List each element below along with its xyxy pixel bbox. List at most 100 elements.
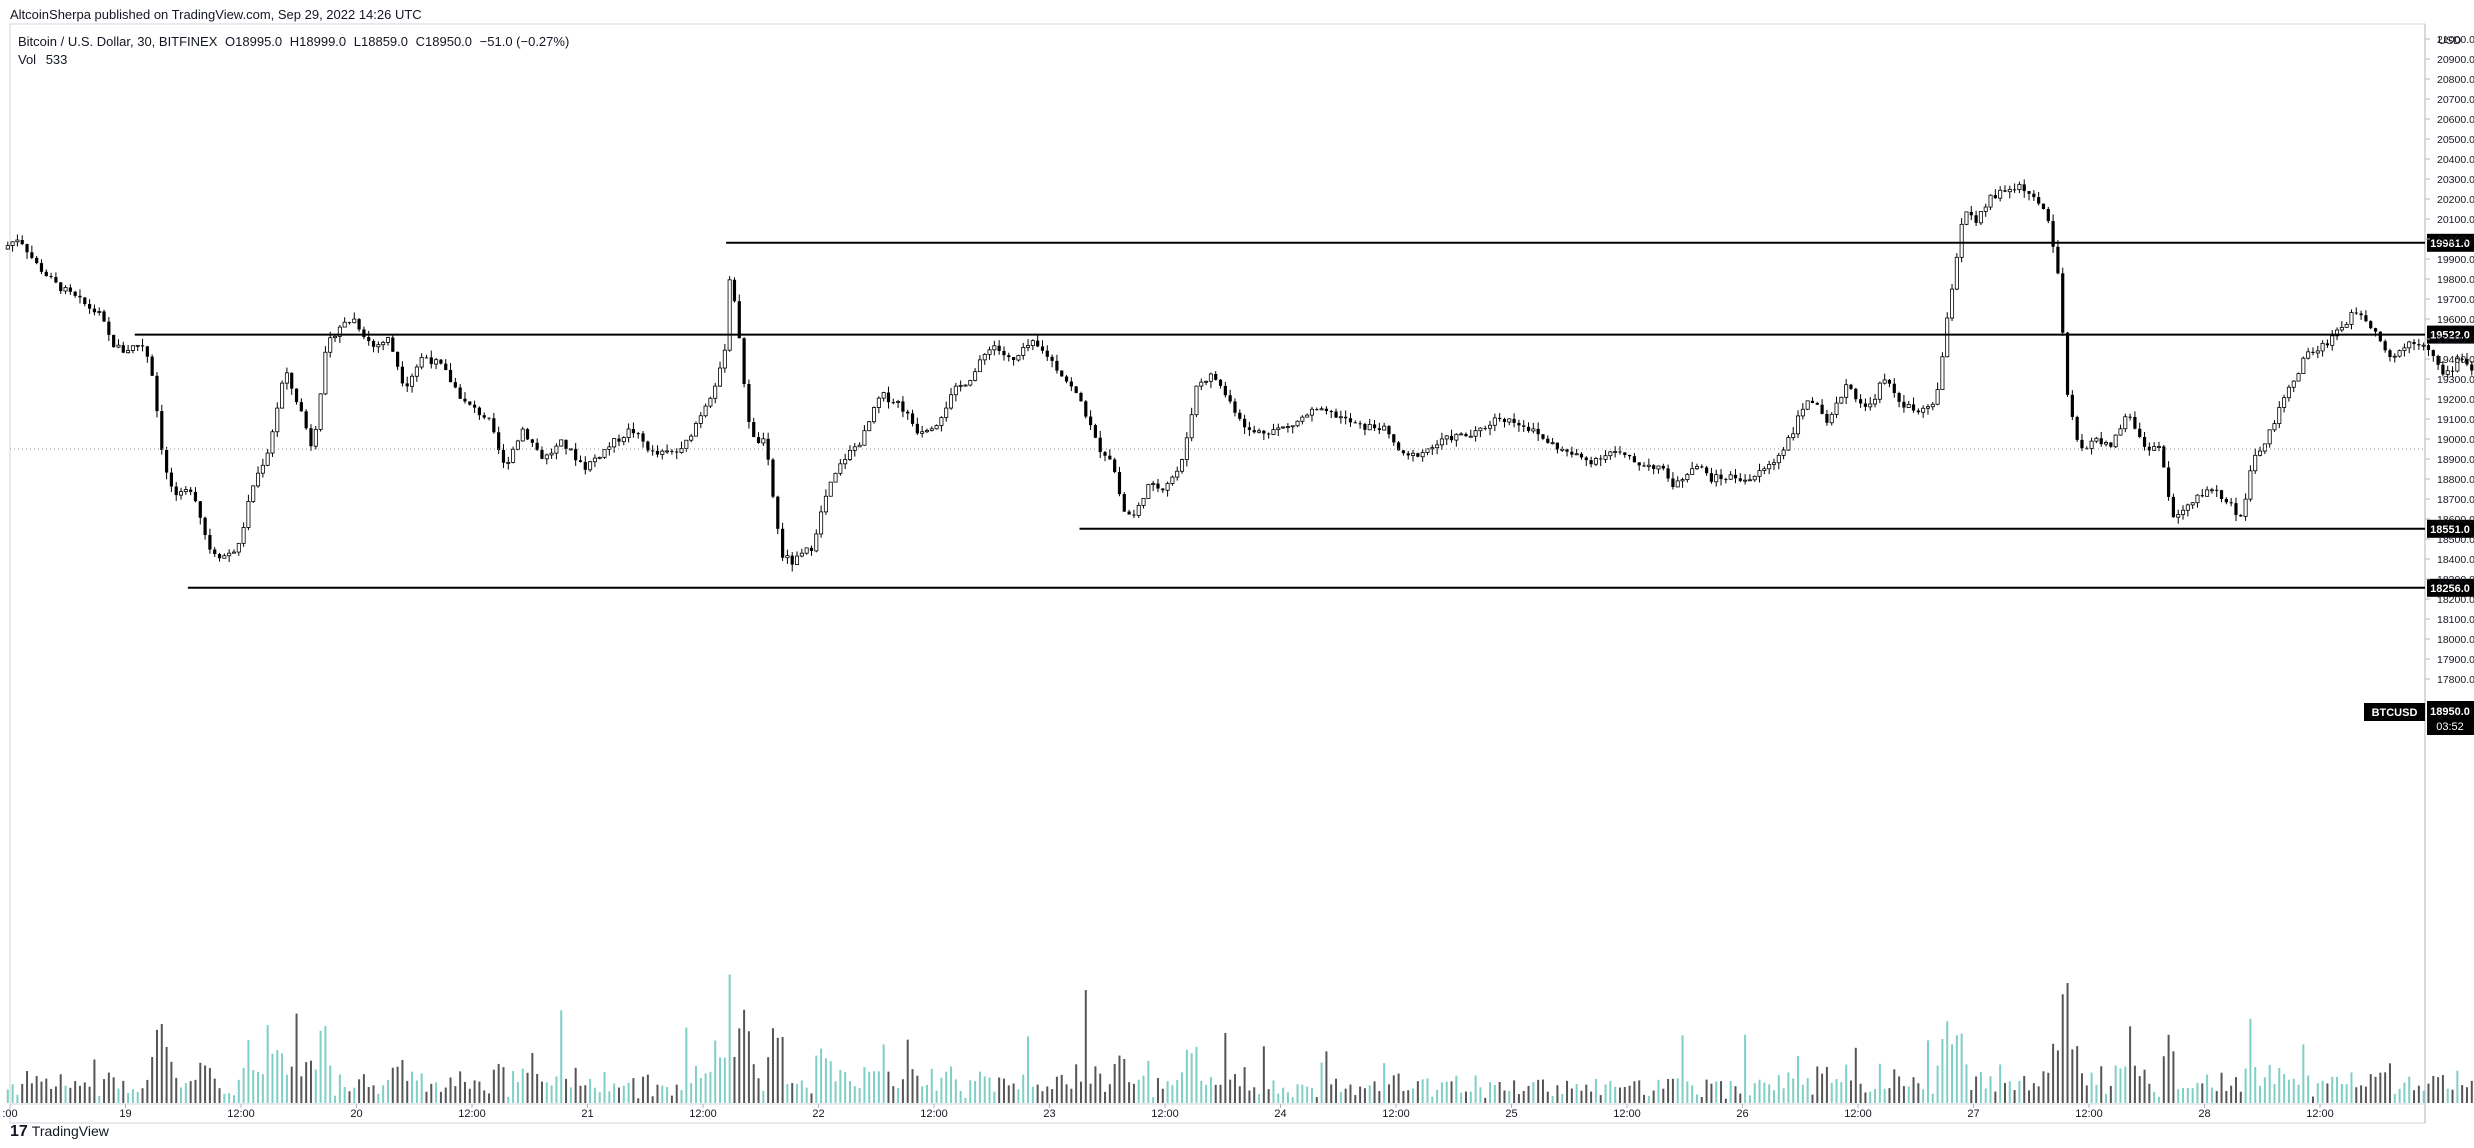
- candle-body-up: [328, 337, 333, 353]
- candle-body-up: [284, 372, 289, 384]
- candle-body-down: [371, 341, 376, 347]
- candle-body-down: [1392, 434, 1396, 443]
- volume-bar: [2028, 1090, 2031, 1103]
- symbol-legend[interactable]: Bitcoin / U.S. Dollar, 30, BITFINEX O189…: [18, 34, 569, 49]
- candle-body-down: [1223, 385, 1227, 396]
- candle-body-up: [1685, 474, 1690, 481]
- volume-bar: [261, 1074, 264, 1103]
- volume-bar: [2244, 1068, 2247, 1103]
- volume-bar: [1166, 1081, 1169, 1103]
- time-axis-tick-label: 26: [1736, 1108, 1748, 1120]
- volume-bar: [473, 1080, 476, 1103]
- price-tag-countdown: 03:52: [2436, 721, 2464, 733]
- volume-legend[interactable]: Vol 533: [18, 52, 67, 67]
- volume-bar: [64, 1085, 67, 1103]
- candle-body-down: [1623, 452, 1627, 455]
- volume-bar: [2042, 1071, 2045, 1103]
- candle-body-down: [1372, 424, 1377, 429]
- volume-bar: [1368, 1085, 1371, 1103]
- volume-bar: [2105, 1093, 2108, 1103]
- candle-body-down: [1353, 422, 1357, 424]
- volume-bar: [175, 1077, 178, 1103]
- candle-body-up: [1194, 385, 1199, 416]
- volume-bar: [2234, 1077, 2237, 1103]
- price-axis[interactable]: USD 17800.017900.018000.018100.018200.01…: [2425, 34, 2474, 686]
- volume-bar: [868, 1071, 871, 1103]
- candle-body-down: [487, 417, 491, 419]
- volume-bar: [1359, 1086, 1362, 1103]
- volume-bar: [1046, 1086, 1049, 1103]
- volume-bar: [204, 1065, 207, 1103]
- candle-body-up: [270, 431, 275, 454]
- volume-bar: [680, 1090, 683, 1103]
- volume-bar: [617, 1087, 620, 1103]
- volume-bars: [6, 974, 2473, 1103]
- candle-body-up: [1281, 426, 1286, 429]
- volume-bar: [1633, 1081, 1636, 1103]
- candle-body-down: [1358, 423, 1362, 425]
- volume-bar: [276, 1050, 279, 1103]
- candle-body-up: [2089, 440, 2094, 449]
- candle-body-up: [1026, 345, 1031, 348]
- volume-bar: [2374, 1076, 2377, 1103]
- candle-body-up: [939, 417, 944, 426]
- volume-bar: [98, 1095, 101, 1103]
- candle-body-down: [458, 387, 462, 399]
- candle-body-up: [1439, 438, 1444, 446]
- price-axis-tick-label: 18200.0: [2437, 594, 2474, 606]
- volume-bar: [1224, 1032, 1227, 1103]
- volume-bar: [1811, 1094, 1814, 1103]
- candle-body-down: [501, 449, 506, 463]
- candle-body-up: [126, 350, 131, 354]
- candle-body-down: [1849, 384, 1853, 389]
- volume-bar: [83, 1082, 86, 1103]
- volume-bar: [1469, 1091, 1472, 1103]
- volume-bar: [613, 1083, 616, 1103]
- candle-body-down: [164, 449, 169, 473]
- volume-bar: [1412, 1088, 1415, 1103]
- candle-body-down: [1233, 401, 1237, 413]
- volume-bar: [290, 1066, 293, 1103]
- candle-body-down: [1401, 450, 1406, 454]
- candle-body-up: [1747, 479, 1752, 482]
- volume-bar: [1513, 1080, 1516, 1103]
- candle-body-down: [169, 472, 174, 487]
- candle-body-up: [1882, 379, 1887, 384]
- candle-body-up: [414, 366, 419, 377]
- volume-bar: [372, 1085, 375, 1103]
- candle-body-up: [703, 405, 708, 417]
- volume-bar: [1421, 1079, 1424, 1103]
- volume-bar: [526, 1072, 529, 1103]
- volume-bar: [1147, 1060, 1150, 1103]
- candle-body-down: [347, 322, 352, 324]
- volume-bar: [1676, 1078, 1679, 1103]
- candle-body-up: [337, 326, 342, 337]
- candle-body-up: [2282, 397, 2287, 408]
- volume-bar: [1575, 1084, 1578, 1103]
- candle-body-up: [2248, 470, 2253, 500]
- candle-body-up: [63, 287, 68, 292]
- volume-bar: [1845, 1064, 1848, 1103]
- volume-bar: [2119, 1068, 2122, 1103]
- candle-body-down: [1993, 195, 1997, 199]
- candle-body-down: [2224, 498, 2228, 503]
- price-axis-tick-label: 18400.0: [2437, 554, 2474, 566]
- candle-body-down: [25, 244, 29, 253]
- volume-bar: [348, 1091, 351, 1103]
- volume-bar: [1647, 1096, 1650, 1103]
- volume-bar: [709, 1071, 712, 1103]
- volume-bar: [189, 1081, 192, 1103]
- volume-bar: [757, 1078, 760, 1103]
- candle-body-up: [828, 481, 833, 497]
- candle-body-up: [381, 342, 386, 346]
- volume-bar: [670, 1095, 673, 1103]
- time-axis[interactable]: :00 19 12:00 20 12:00 21 12:00 22 12:00 23 12:00 24…: [2, 1104, 2334, 1120]
- tradingview-logo[interactable]: 17 TradingView: [10, 1123, 109, 1141]
- volume-bar: [776, 1037, 779, 1103]
- volume-bar: [1946, 1021, 1949, 1103]
- candle-body-up: [2339, 327, 2344, 331]
- volume-bar: [358, 1079, 361, 1103]
- volume-bar: [1777, 1075, 1780, 1103]
- candle-body-down: [1825, 413, 1829, 423]
